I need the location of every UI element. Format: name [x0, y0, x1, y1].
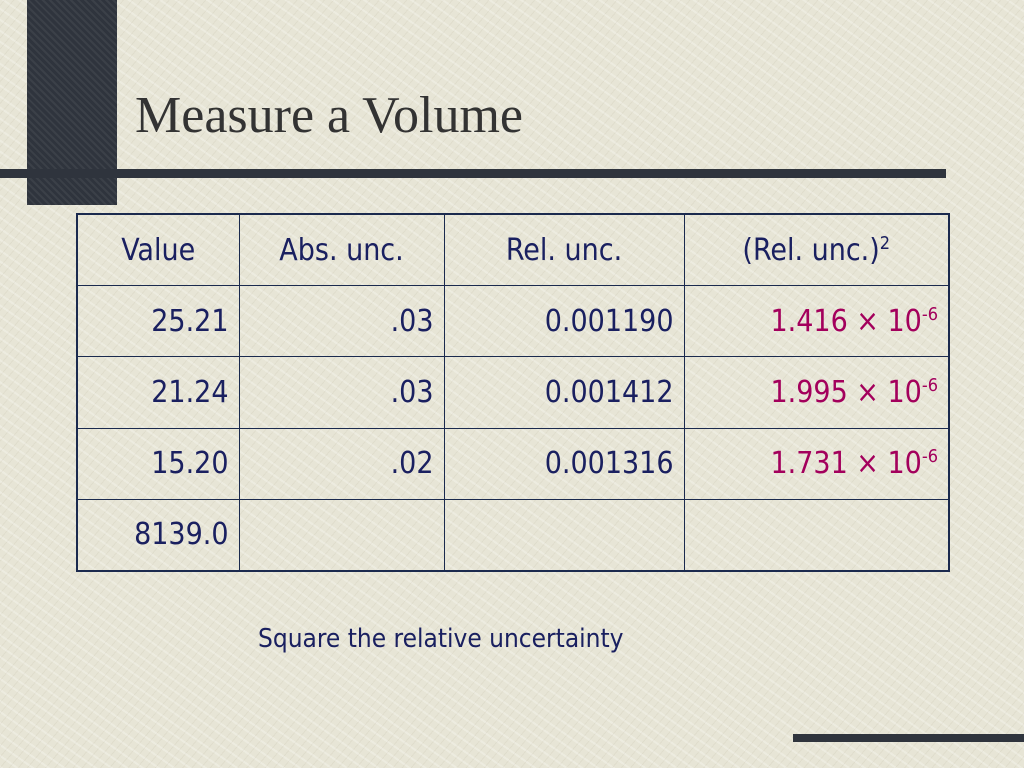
table-cell — [238, 498, 445, 572]
table-row: 21.24.03 0.001412 1.995 × 10-6 — [76, 356, 950, 429]
cell-text: 1.731 × 10 — [770, 446, 922, 482]
table-cell: (Rel. unc.)2 — [683, 213, 950, 287]
title: Measure a Volume — [135, 87, 523, 144]
table-cell: Value — [76, 213, 240, 287]
table-row: 8139.0 — [76, 498, 950, 572]
superscript: 2 — [879, 232, 891, 254]
table-cell: 1.995 × 10-6 — [683, 356, 950, 429]
decor-bar — [793, 734, 1024, 742]
table-cell: 21.24 — [76, 356, 240, 429]
table-cell: 8139.0 — [76, 498, 240, 572]
decor-bar — [0, 169, 946, 178]
table-cell: .03 — [238, 285, 445, 358]
table-cell: .02 — [238, 427, 445, 500]
header-row: Value Abs. unc. Rel. unc. (Rel. unc.)2 — [76, 213, 950, 287]
cell-text: (Rel. unc.) — [742, 232, 880, 268]
table-cell — [443, 498, 685, 572]
cell-text: 1.416 × 10 — [770, 303, 922, 339]
superscript: -6 — [921, 374, 938, 396]
superscript: -6 — [921, 446, 938, 468]
table-cell — [683, 498, 950, 572]
cell-text: 1.995 × 10 — [770, 374, 922, 410]
table-cell: Abs. unc. — [238, 213, 445, 287]
data-table: Value Abs. unc. Rel. unc. (Rel. unc.)2 25.21… — [76, 213, 950, 572]
table-cell: 15.20 — [76, 427, 240, 500]
table-cell: 1.731 × 10-6 — [683, 427, 950, 500]
table-cell: 0.001412 — [443, 356, 685, 429]
note: Square the relative uncertainty — [258, 624, 624, 654]
table-cell: 0.001190 — [443, 285, 685, 358]
table-row: 15.20.02 0.001316 1.731 × 10-6 — [76, 427, 950, 500]
table-cell: 1.416 × 10-6 — [683, 285, 950, 358]
table-row: 25.21.03 0.001190 1.416 × 10-6 — [76, 285, 950, 358]
table-cell: .03 — [238, 356, 445, 429]
table-cell: 0.001316 — [443, 427, 685, 500]
superscript: -6 — [921, 303, 938, 325]
table-cell: 25.21 — [76, 285, 240, 358]
table-cell: Rel. unc. — [443, 213, 685, 287]
